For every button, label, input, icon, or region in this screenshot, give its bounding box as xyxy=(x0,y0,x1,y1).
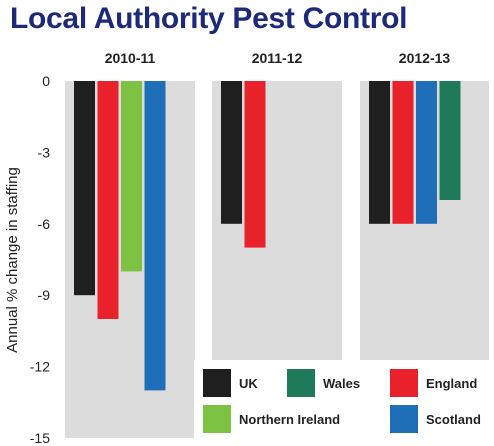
bar-scotland-2012-13 xyxy=(416,81,437,224)
legend-label-uk: UK xyxy=(239,376,258,391)
bar-northern-ireland-2010-11 xyxy=(121,81,142,272)
bar-england-2011-12 xyxy=(244,81,266,248)
x-tick-label: 2010-11 xyxy=(105,50,156,66)
y-tick-label: -6 xyxy=(38,216,51,232)
y-tick-label: -15 xyxy=(30,430,50,446)
y-tick-label: 0 xyxy=(42,73,50,89)
legend-label-scotland: Scotland xyxy=(426,412,481,427)
bar-uk-2010-11 xyxy=(74,81,95,296)
bar-uk-2011-12 xyxy=(221,81,242,224)
y-axis-label: Annual % change in staffing xyxy=(4,167,21,353)
x-tick-label: 2011-12 xyxy=(252,50,303,66)
legend-swatch-uk xyxy=(203,369,231,397)
bar-scotland-2010-11 xyxy=(144,81,166,391)
legend-swatch-wales xyxy=(287,369,315,397)
legend-label-wales: Wales xyxy=(323,376,360,391)
bar-uk-2012-13 xyxy=(369,81,390,224)
legend-label-northern-ireland: Northern Ireland xyxy=(239,412,340,427)
y-tick-label: -3 xyxy=(38,144,51,160)
legend-swatch-scotland xyxy=(390,405,418,433)
y-tick-label: -12 xyxy=(30,359,50,375)
bar-wales-2012-13 xyxy=(439,81,461,200)
x-tick-label: 2012-13 xyxy=(399,50,451,66)
legend-swatch-england xyxy=(390,369,418,397)
y-tick-label: -9 xyxy=(38,287,51,303)
legend-box xyxy=(194,360,494,446)
legend-swatch-northern-ireland xyxy=(203,405,231,433)
legend-label-england: England xyxy=(426,376,477,391)
chart-title: Local Authority Pest Control xyxy=(10,2,408,35)
bar-england-2012-13 xyxy=(392,81,414,224)
bar-england-2010-11 xyxy=(97,81,119,319)
